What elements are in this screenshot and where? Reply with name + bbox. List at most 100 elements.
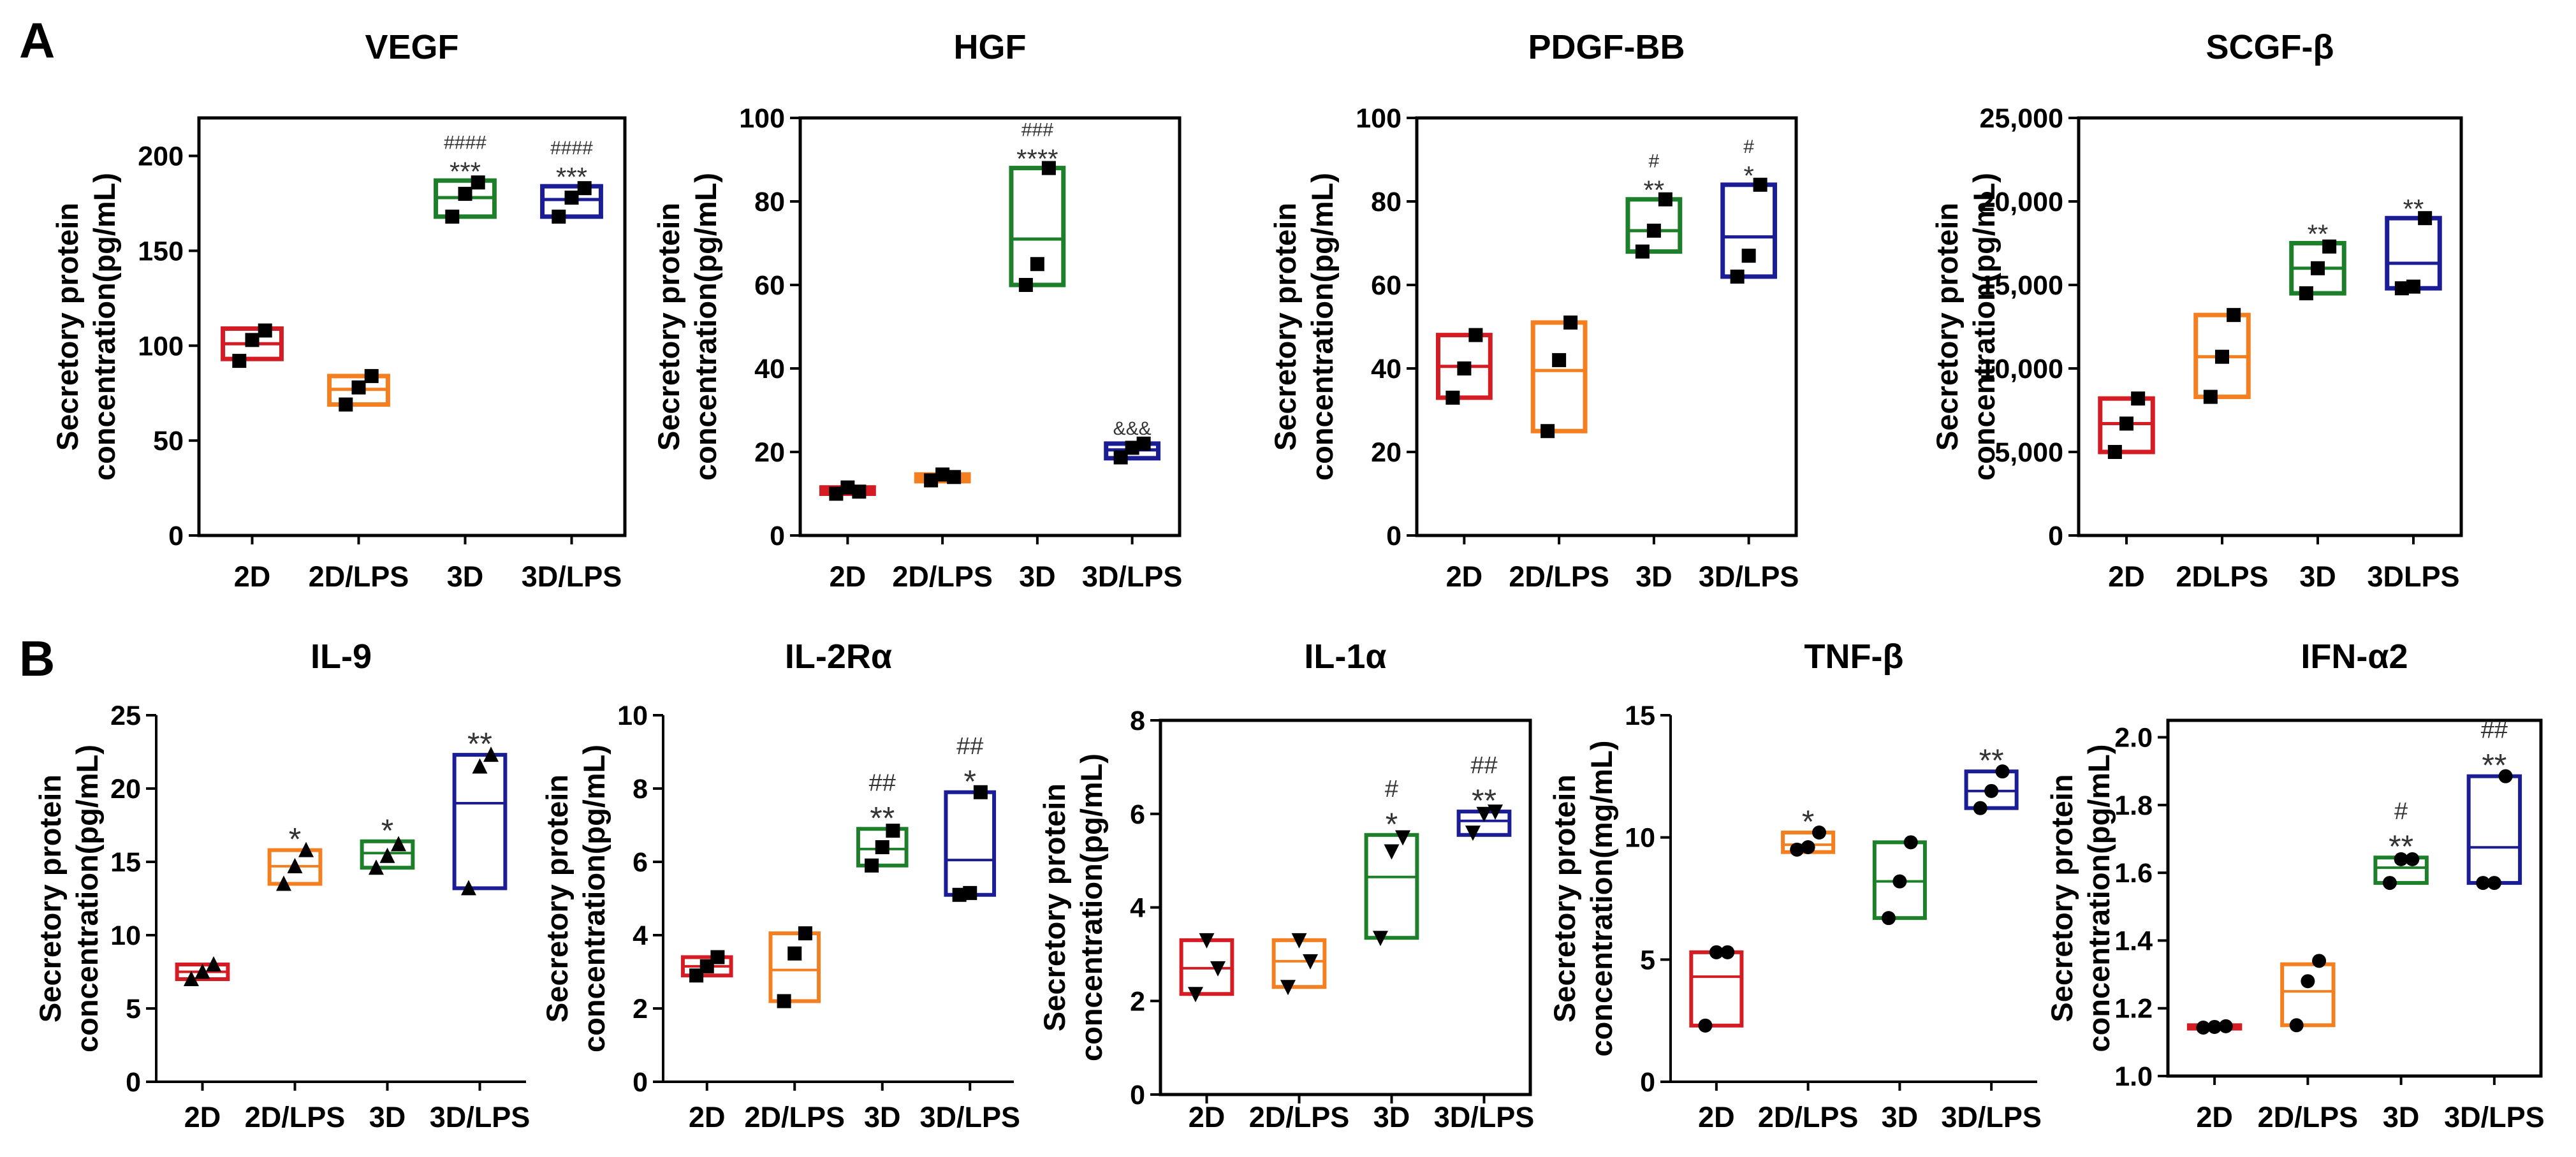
data-point — [2405, 852, 2420, 866]
y-tick-label: 80 — [754, 187, 785, 217]
data-point — [2487, 876, 2501, 891]
x-category-label: 2D/LPS — [1249, 1101, 1350, 1133]
data-point — [798, 926, 812, 941]
significance-annotation: ## — [1470, 752, 1497, 779]
data-point — [1801, 840, 1815, 854]
y-axis-label-line: concentration(pg/mL) — [1305, 173, 1339, 481]
data-point — [339, 397, 353, 412]
x-category-label: 3D/LPS — [2444, 1101, 2545, 1133]
chart-title: SCGF-β — [2206, 28, 2334, 66]
chart-title: IL-9 — [311, 637, 372, 676]
data-point — [2207, 1019, 2222, 1034]
x-category-label: 2D/LPS — [892, 560, 993, 593]
data-point — [471, 175, 485, 190]
chart-8: IFN-α2 Secretory protein concentration(pg/… — [2045, 637, 2545, 1133]
box-2 — [1625, 197, 1683, 254]
data-point — [2418, 211, 2433, 226]
significance-annotation: *** — [556, 162, 587, 192]
significance-annotation: &&& — [1113, 418, 1152, 439]
box-3 — [2385, 215, 2442, 291]
data-point — [1658, 192, 1672, 207]
y-axis-label-line: Secretory protein — [652, 203, 685, 451]
significance-annotation: # — [2394, 798, 2408, 825]
data-point — [1280, 980, 1296, 996]
data-point — [1753, 177, 1767, 192]
data-point — [472, 758, 488, 774]
data-point — [963, 885, 977, 900]
y-tick-label: 5 — [1640, 945, 1655, 975]
data-point — [2119, 416, 2133, 431]
data-point — [1199, 933, 1215, 949]
data-point — [206, 956, 222, 971]
x-category-label: 3D/LPS — [522, 560, 622, 593]
y-tick-label: 4 — [633, 921, 648, 951]
y-axis-label-line: Secretory protein — [540, 775, 574, 1022]
data-point — [777, 994, 791, 1008]
y-tick-label: 150 — [138, 236, 184, 266]
x-category-label: 3D — [2383, 1101, 2420, 1133]
data-point — [1903, 835, 1918, 850]
data-point — [1018, 278, 1033, 292]
data-point — [710, 950, 725, 964]
y-tick-label: 5 — [126, 994, 141, 1024]
data-point — [865, 858, 879, 873]
data-point — [1372, 931, 1388, 947]
y-tick-label: 15,000 — [1979, 270, 2063, 301]
data-point — [1113, 450, 1128, 465]
x-category-label: 3D — [1019, 560, 1056, 593]
x-category-label: 3D/LPS — [919, 1101, 1020, 1133]
x-category-label: 3D — [864, 1101, 901, 1133]
x-category-label: 3D/LPS — [1434, 1101, 1535, 1133]
x-category-label: 2D — [234, 560, 271, 593]
data-point — [1136, 436, 1151, 451]
data-point — [1210, 961, 1226, 977]
box-3 — [540, 184, 603, 219]
data-point — [947, 470, 962, 484]
y-tick-label: 20 — [110, 774, 141, 804]
chart-7: TNF-β Secretory protein concentration(mg/m… — [1548, 637, 2042, 1133]
box-1 — [2280, 962, 2336, 1028]
y-tick-label: 100 — [1356, 103, 1401, 134]
y-tick-label: 20 — [1371, 437, 1401, 468]
data-point — [258, 323, 272, 338]
chart-4: IL-9 Secretory protein concentration(pg/mL… — [33, 637, 530, 1133]
data-point — [2382, 876, 2397, 891]
significance-annotation: * — [1743, 161, 1753, 191]
y-tick-label: 6 — [633, 847, 648, 878]
significance-annotation: **** — [1016, 144, 1058, 174]
data-point — [391, 836, 407, 852]
chart-title: IL-1α — [1304, 637, 1386, 676]
data-point — [1984, 783, 1999, 798]
x-category-label: 2D/LPS — [744, 1101, 845, 1133]
significance-annotation: ** — [467, 726, 492, 762]
data-point — [1476, 806, 1492, 822]
y-tick-label: 10 — [617, 701, 648, 731]
data-point — [1041, 161, 1056, 175]
data-point — [973, 785, 988, 799]
x-category-label: 2D/LPS — [309, 560, 409, 593]
data-point — [564, 191, 579, 205]
data-point — [379, 847, 395, 863]
y-tick-label: 0 — [1130, 1080, 1145, 1110]
x-category-label: 3D — [1882, 1101, 1919, 1133]
data-point — [445, 209, 460, 224]
data-point — [364, 368, 379, 383]
data-point — [2476, 876, 2491, 891]
y-tick-label: 1.0 — [2114, 1061, 2153, 1092]
y-tick-label: 0 — [126, 1067, 141, 1098]
significance-annotation: #### — [444, 132, 487, 153]
data-point — [1291, 933, 1307, 949]
y-axis-label-line: concentration(pg/mL) — [87, 173, 121, 481]
y-axis-label-line: concentration(pg/mL) — [577, 745, 611, 1052]
significance-annotation: ## — [2481, 717, 2508, 744]
panel-label-a: A — [19, 12, 55, 68]
data-point — [1303, 954, 1319, 970]
significance-annotation: *** — [450, 156, 481, 186]
x-category-label: 3D — [2299, 560, 2336, 593]
y-tick-label: 200 — [138, 142, 184, 172]
data-point — [1730, 269, 1745, 284]
chart-title: PDGF-BB — [1528, 28, 1685, 66]
x-category-label: 2D — [830, 560, 867, 593]
